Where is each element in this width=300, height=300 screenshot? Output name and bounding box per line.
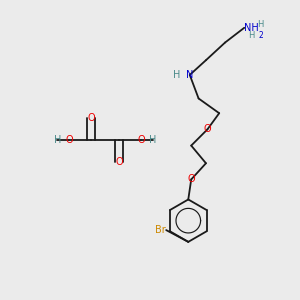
Text: O: O — [87, 112, 95, 123]
Text: 2: 2 — [259, 31, 264, 40]
Text: Br: Br — [155, 225, 166, 235]
Text: O: O — [115, 157, 123, 167]
Text: H: H — [173, 70, 180, 80]
Text: H: H — [248, 31, 255, 40]
Text: H: H — [149, 135, 157, 145]
Text: NH: NH — [244, 23, 259, 33]
Text: H: H — [257, 20, 264, 29]
Text: O: O — [188, 174, 195, 184]
Text: N: N — [186, 70, 194, 80]
Text: O: O — [65, 135, 73, 145]
Text: O: O — [204, 124, 211, 134]
Text: O: O — [137, 135, 145, 145]
Text: H: H — [54, 135, 61, 145]
